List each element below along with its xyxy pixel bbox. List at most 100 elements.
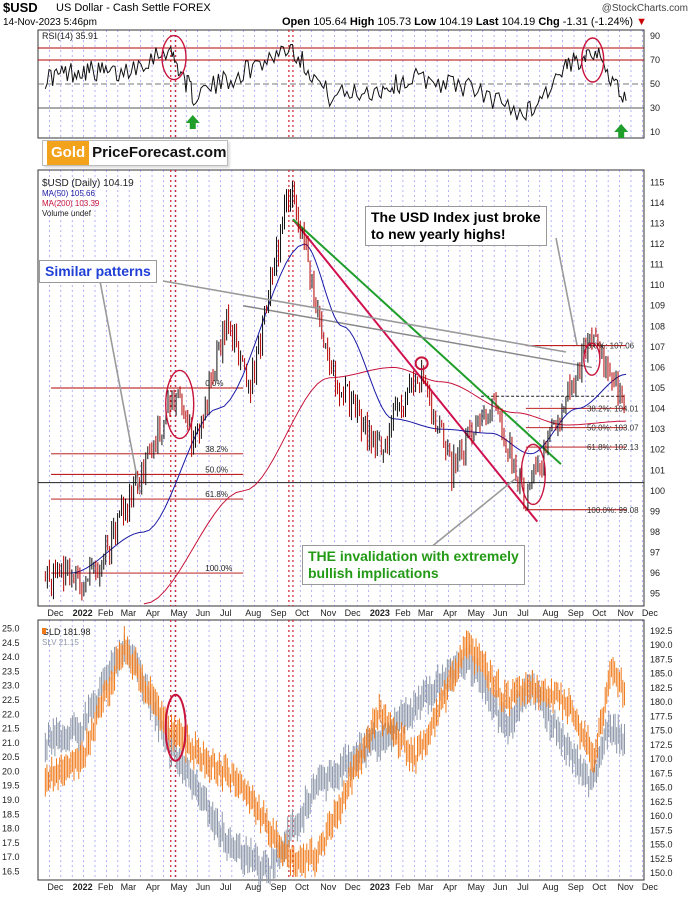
gld-y-tick: 157.5 [650,825,673,835]
fib-2022-label: 100.0% [205,564,232,573]
usd-x-tick: Sep [271,608,287,618]
metals-x-tick: 2022 [73,882,93,892]
usd-x-tick: Jun [196,608,211,618]
rsi-y-tick: 90 [650,31,660,41]
low-value: 104.19 [439,16,473,28]
slv-y-tick: 17.0 [2,852,20,862]
annotation-usd-line1: The USD Index just broke [371,209,541,225]
usd-legend: MA(50) 105.66 [42,189,95,198]
high-label: High [349,16,375,28]
usd-x-tick: Dec [345,608,362,618]
usd-x-tick: Feb [395,608,411,618]
usd-y-tick: 102 [650,445,665,455]
usd-y-tick: 112 [650,239,664,249]
fib-2023-label: 50.0%: 103.07 [587,424,639,433]
annotation-usd-breakout: The USD Index just broke to new yearly h… [365,206,547,246]
slv-y-tick: 24.0 [2,652,20,662]
gld-y-tick: 162.5 [650,797,673,807]
fib-2023-label: 38.2%: 104.01 [587,404,639,413]
symbol: $USD [3,0,38,15]
usd-x-tick: Aug [543,608,559,618]
usd-y-tick: 95 [650,589,660,599]
usd-x-tick: Aug [245,608,261,618]
usd-circle [414,356,429,371]
usd-y-tick: 104 [650,404,665,414]
usd-x-tick: 2022 [73,608,93,618]
stockcharts-credit[interactable]: @StockCharts.com [601,3,688,14]
metals-x-tick: Apr [443,882,457,892]
chg-label: Chg [538,16,560,28]
slv-y-tick: 22.0 [2,709,20,719]
ohlc-stats: Open 105.64 High 105.73 Low 104.19 Last … [282,16,647,28]
gld-y-tick: 182.5 [650,683,673,693]
rsi-circle [580,37,605,83]
gld-y-tick: 172.5 [650,740,673,750]
rsi-y-tick: 30 [650,103,660,113]
usd-x-tick: Sep [568,608,584,618]
metals-x-tick: Apr [146,882,160,892]
slv-y-tick: 20.0 [2,766,20,776]
slv-y-tick: 24.5 [2,638,20,648]
usd-y-tick: 98 [650,527,660,537]
goldpriceforecast-logo[interactable]: Gold PriceForecast.com [42,140,228,166]
trendline-green [292,218,562,465]
metals-x-tick: Nov [320,882,337,892]
logo-gold: Gold [47,141,90,165]
low-label: Low [414,16,437,28]
slv-y-tick: 17.5 [2,838,20,848]
usd-y-tick: 109 [650,301,665,311]
slv-y-tick: 18.0 [2,824,20,834]
last-value: 104.19 [501,16,536,28]
usd-x-tick: Mar [418,608,434,618]
usd-x-tick: May [468,608,486,618]
metals-x-tick: Nov [617,882,634,892]
rsi-y-tick: 70 [650,55,660,65]
usd-y-tick: 111 [650,260,664,270]
annotation-invalidation: THE invalidation with extremely bullish … [302,545,525,585]
usd-x-tick: Oct [295,608,310,618]
gld-y-tick: 175.0 [650,726,673,736]
metals-x-tick: Dec [642,882,659,892]
gld-y-tick: 160.0 [650,811,673,821]
metals-x-tick: Aug [245,882,261,892]
slv-y-tick: 23.5 [2,666,20,676]
fib-2022-label: 38.2% [205,445,228,454]
gld-y-tick: 187.5 [650,654,673,664]
symbol-description: US Dollar - Cash Settle FOREX [56,2,211,14]
green-up-arrow-icon [185,115,200,129]
metals-x-tick: Jul [517,882,529,892]
metals-panel [37,619,645,881]
metals-x-tick: May [170,882,188,892]
slv-y-tick: 21.0 [2,738,20,748]
pointer-similar-1 [99,280,141,494]
rsi-circle [161,34,187,81]
usd-y-tick: 113 [650,218,664,228]
gld-y-tick: 170.0 [650,754,673,764]
slv-y-tick: 22.5 [2,695,20,705]
usd-circle [165,369,195,440]
open-value: 105.64 [313,16,347,28]
gld-y-tick: 167.5 [650,768,673,778]
usd-x-tick: Dec [47,608,64,618]
usd-y-tick: 110 [650,280,664,290]
usd-legend: Volume undef [42,209,92,218]
pointer-similar-2 [162,280,567,353]
metals-x-tick: Feb [98,882,114,892]
gld-y-tick: 185.0 [650,669,673,679]
gld-y-tick: 180.0 [650,697,673,707]
usd-legend: $USD (Daily) 104.19 [42,178,134,189]
usd-x-tick: Jul [220,608,232,618]
rsi-y-tick: 10 [650,127,660,137]
usd-panel [37,169,645,607]
trendline-red [292,218,539,523]
gld-y-tick: 190.0 [650,640,673,650]
metals-x-tick: Jul [220,882,232,892]
symbol-title: $USD [3,0,38,15]
gld-y-tick: 150.0 [650,868,673,878]
metals-x-tick: Oct [295,882,310,892]
usd-y-tick: 103 [650,424,665,434]
usd-x-tick: Oct [592,608,607,618]
chg-value: -1.31 (-1.24%) [562,16,634,28]
usd-x-tick: Mar [121,608,137,618]
